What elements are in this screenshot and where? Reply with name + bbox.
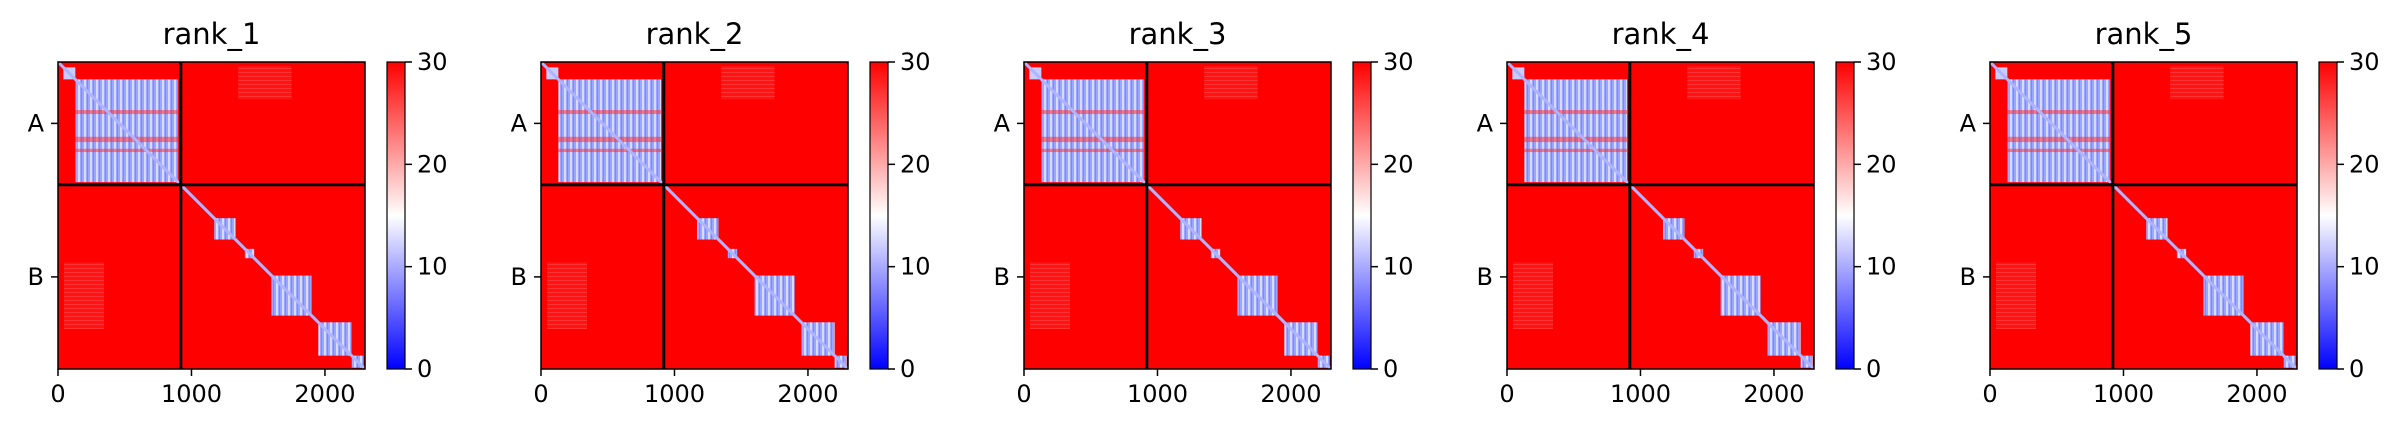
panel-1: rank_1 0 1000 2000 A B 0 10 20 30 [28, 17, 448, 408]
panel-title: rank_5 [2095, 17, 2193, 51]
chain-label-a: A [511, 109, 528, 137]
chain-label-a: A [28, 109, 45, 137]
offdiag-stripes-b [64, 262, 105, 329]
panel-2: rank_2 0 1000 2000 A B 0 10 20 30 [511, 17, 931, 408]
chain-a-band-2 [558, 148, 662, 153]
colorbar [1835, 61, 1855, 370]
x-tick-label: 1000 [2093, 380, 2154, 408]
chain-label-b: B [28, 263, 44, 291]
x-tick-label: 1000 [161, 380, 222, 408]
chain-a-band-2 [1041, 148, 1145, 153]
axes-frame [1989, 61, 2298, 370]
colorbar-tick-label: 20 [1383, 150, 1414, 178]
offdiag-stripes-b [1513, 262, 1554, 329]
offdiag-stripes-a [721, 66, 775, 100]
x-tick-label: 1000 [1127, 380, 1188, 408]
panel-5: rank_5 0 1000 2000 A B 0 10 20 30 [1960, 17, 2380, 408]
x-tick-label: 0 [533, 380, 548, 408]
colorbar-tick-label: 10 [1866, 253, 1897, 281]
chain-a-band-1 [2007, 136, 2111, 143]
colorbar-tick-label: 10 [2349, 253, 2380, 281]
offdiag-stripes-a [1687, 66, 1741, 100]
x-tick-label: 2000 [1743, 380, 1804, 408]
colorbar-tick-label: 20 [2349, 150, 2380, 178]
offdiag-stripes-b [1996, 262, 2037, 329]
offdiag-stripes-a [2170, 66, 2224, 100]
chain-label-a: A [1960, 109, 1977, 137]
chain-label-b: B [1477, 263, 1493, 291]
chain-label-a: A [994, 109, 1011, 137]
colorbar-tick-label: 30 [2349, 48, 2380, 76]
colorbar-tick-label: 30 [900, 48, 931, 76]
x-tick-label: 2000 [777, 380, 838, 408]
colorbar-tick-label: 20 [417, 150, 448, 178]
colorbar-tick-label: 30 [417, 48, 448, 76]
x-tick-label: 0 [1016, 380, 1031, 408]
x-tick-label: 2000 [2226, 380, 2287, 408]
chain-a-band-1 [1041, 136, 1145, 143]
colorbar [386, 61, 406, 370]
chain-label-b: B [994, 263, 1010, 291]
x-tick-label: 2000 [1260, 380, 1321, 408]
chain-a-band-0 [75, 110, 179, 115]
colorbar-tick-label: 10 [900, 253, 931, 281]
panel-3: rank_3 0 1000 2000 A B 0 10 20 30 [994, 17, 1414, 408]
diagonal-line [539, 60, 850, 371]
colorbar-tick-label: 0 [417, 355, 432, 383]
offdiag-stripes-a [1204, 66, 1258, 100]
axes-frame [1023, 61, 1332, 370]
chain-a-band-2 [1524, 148, 1628, 153]
chain-a-band-2 [2007, 148, 2111, 153]
colorbar-tick-label: 0 [2349, 355, 2364, 383]
panel-title: rank_1 [163, 17, 261, 51]
colorbar-tick-label: 0 [900, 355, 915, 383]
x-tick-label: 0 [50, 380, 65, 408]
chain-a-band-0 [558, 110, 662, 115]
colorbar-tick-label: 30 [1866, 48, 1897, 76]
colorbar-tick-label: 20 [900, 150, 931, 178]
x-tick-label: 2000 [294, 380, 355, 408]
panel-4: rank_4 0 1000 2000 A B 0 10 20 30 [1477, 17, 1897, 408]
offdiag-stripes-b [547, 262, 588, 329]
colorbar-tick-label: 20 [1866, 150, 1897, 178]
x-tick-label: 1000 [1610, 380, 1671, 408]
colorbar [2318, 61, 2338, 370]
chain-a-band-0 [1041, 110, 1145, 115]
colorbar-tick-label: 10 [417, 253, 448, 281]
chain-a-band-0 [1524, 110, 1628, 115]
colorbar-tick-label: 0 [1383, 355, 1398, 383]
chain-a-band-1 [75, 136, 179, 143]
diagonal-line [56, 60, 367, 371]
chain-label-b: B [511, 263, 527, 291]
diagonal-line [1505, 60, 1816, 371]
offdiag-stripes-a [238, 66, 292, 100]
chain-a-band-2 [75, 148, 179, 153]
colorbar [869, 61, 889, 370]
chain-a-band-1 [1524, 136, 1628, 143]
x-tick-label: 0 [1499, 380, 1514, 408]
colorbar [1352, 61, 1372, 370]
chain-label-b: B [1960, 263, 1976, 291]
offdiag-stripes-b [1030, 262, 1071, 329]
axes-frame [1506, 61, 1815, 370]
axes-frame [540, 61, 849, 370]
diagonal-line [1022, 60, 1333, 371]
colorbar-tick-label: 10 [1383, 253, 1414, 281]
colorbar-tick-label: 30 [1383, 48, 1414, 76]
panel-title: rank_2 [646, 17, 744, 51]
panel-title: rank_3 [1129, 17, 1227, 51]
x-tick-label: 0 [1982, 380, 1997, 408]
axes-frame [57, 61, 366, 370]
diagonal-line [1988, 60, 2299, 371]
panel-title: rank_4 [1612, 17, 1710, 51]
x-tick-label: 1000 [644, 380, 705, 408]
chain-a-band-1 [558, 136, 662, 143]
colorbar-tick-label: 0 [1866, 355, 1881, 383]
chain-label-a: A [1477, 109, 1494, 137]
chain-a-band-0 [2007, 110, 2111, 115]
